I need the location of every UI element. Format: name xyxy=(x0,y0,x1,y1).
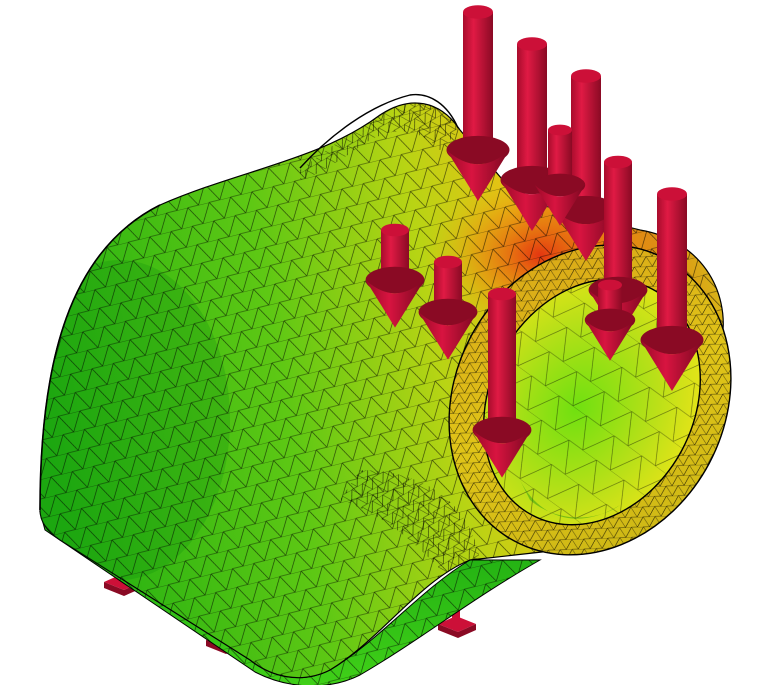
load-arrow-head xyxy=(472,430,532,478)
load-arrow-shaft xyxy=(517,44,547,180)
load-arrow-cap xyxy=(657,187,687,201)
load-arrow-head xyxy=(418,312,478,360)
top-ridge-fine-mesh xyxy=(300,103,460,180)
support-pad-top xyxy=(438,616,476,632)
fillet-fine-mesh xyxy=(340,470,480,600)
load-arrow xyxy=(418,255,478,360)
load-arrow-head-rim xyxy=(584,308,636,332)
load-arrow-shaft xyxy=(463,12,493,150)
load-arrow-cap xyxy=(598,279,622,291)
load-arrow-head xyxy=(584,320,636,361)
load-arrow-head-rim xyxy=(446,135,510,165)
load-arrow xyxy=(365,223,425,328)
support-pad-post xyxy=(452,610,460,620)
load-arrow xyxy=(584,279,636,361)
load-arrow-head xyxy=(365,280,425,328)
support-pad xyxy=(438,610,476,638)
load-arrow-shaft xyxy=(604,162,632,290)
rear-lobe-edge xyxy=(299,93,459,169)
load-arrow-shaft xyxy=(488,294,516,430)
load-arrow-cap xyxy=(434,255,462,269)
load-arrow-head-rim xyxy=(472,416,532,444)
load-arrow xyxy=(446,5,510,201)
load-arrow-head xyxy=(554,210,618,261)
left-silhouette xyxy=(39,204,161,511)
load-arrow-cap xyxy=(571,69,601,83)
load-arrow-shaft xyxy=(657,194,687,340)
load-arrow-head-rim xyxy=(640,325,704,355)
load-arrow xyxy=(640,187,704,391)
load-arrow-head-rim xyxy=(365,266,425,294)
load-arrow-cap xyxy=(463,5,493,19)
load-arrows xyxy=(365,5,704,478)
load-arrow-cap xyxy=(548,124,572,136)
load-arrow xyxy=(472,287,532,478)
load-arrow-cap xyxy=(488,287,516,301)
load-arrow-head xyxy=(640,340,704,391)
load-arrow-cap xyxy=(517,37,547,51)
load-arrow-head xyxy=(446,150,510,201)
base-face-mesh xyxy=(40,512,540,685)
load-arrow-head-rim xyxy=(534,173,586,197)
load-arrow-cap xyxy=(381,223,409,237)
support-pad-side xyxy=(438,624,476,638)
load-arrow xyxy=(534,124,586,226)
load-arrow-head-rim xyxy=(418,298,478,326)
load-arrow-cap xyxy=(604,155,632,169)
load-arrow-head xyxy=(534,185,586,226)
